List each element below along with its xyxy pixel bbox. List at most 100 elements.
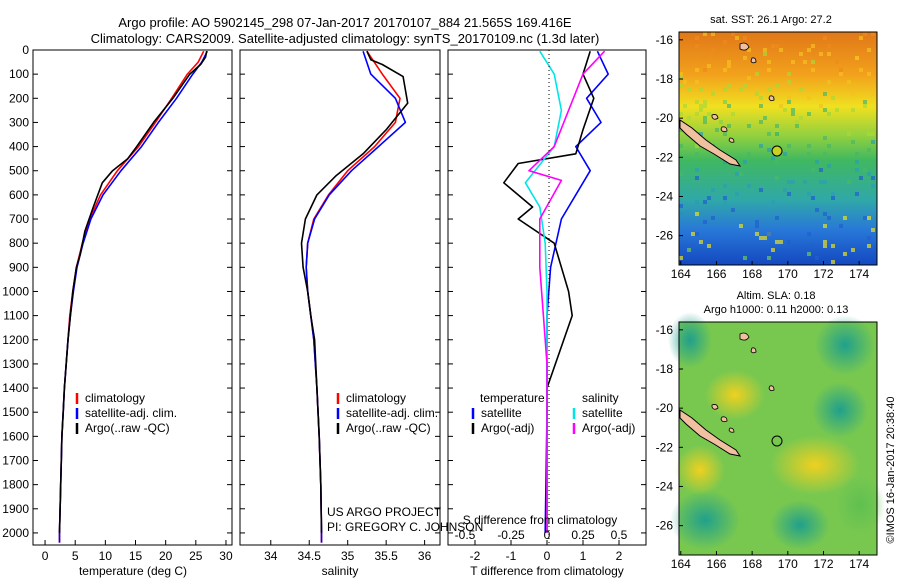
sst-pixel (715, 128, 719, 132)
sst-pixel (735, 36, 739, 40)
sst-pixel (799, 116, 803, 120)
sst-pixel (779, 240, 783, 244)
map-axis-ticks: 164 166 168 170 172 174 -16 -18 -20 -22 -24 -26 164 1… (656, 33, 870, 571)
sst-pixel (827, 44, 831, 48)
series-line-temperature-satellite (544, 50, 610, 533)
sst-pixel (763, 48, 767, 52)
sst-pixel (775, 128, 779, 132)
depth-tick-label: 1900 (2, 502, 29, 516)
sst-pixel (711, 32, 715, 36)
sst-pixel (831, 196, 835, 200)
sst-pixel (871, 228, 875, 232)
sst-pixel (771, 156, 775, 160)
temperature-legend: climatology satellite-adj. clim. Argo(..… (75, 391, 177, 435)
x-tick-label: -2 (470, 549, 481, 563)
sst-pixel (775, 216, 779, 220)
legend-t-argo: Argo(-adj) (481, 421, 534, 435)
sst-pixel (787, 192, 791, 196)
sst-pixel (803, 60, 807, 64)
s-difference-tick-label: -0.5 (455, 528, 476, 542)
sst-pixel (787, 96, 791, 100)
sst-pixel (823, 108, 827, 112)
sst-pixel (679, 84, 683, 88)
sst-pixel (699, 88, 703, 92)
sst-pixel (699, 132, 703, 136)
sst-pixel (695, 212, 699, 216)
legend-satellite: satellite-adj. clim. (346, 406, 438, 420)
depth-tick-label: 200 (9, 91, 29, 105)
s-difference-tick-label: -0.25 (497, 528, 525, 542)
legend-salinity-title: salinity (582, 391, 619, 405)
sst-pixel (871, 176, 875, 180)
sst-pixel (775, 240, 779, 244)
legend-s-satellite: satellite (582, 406, 623, 420)
sst-pixel (807, 112, 811, 116)
sst-pixel (867, 236, 871, 240)
sla-high-anomaly (770, 435, 860, 495)
sst-pixel (747, 76, 751, 80)
depth-tick-label: 1600 (2, 429, 29, 443)
depth-tick-label: 800 (9, 236, 29, 250)
sst-pixel (679, 112, 683, 116)
imos-credit: ©IMOS 16-Jan-2017 20:38:40 (885, 397, 897, 544)
legend-argo: Argo(..raw -QC) (346, 421, 431, 435)
depth-tick-label: 500 (9, 164, 29, 178)
series-line-temperature-argo-adj- (502, 50, 595, 533)
sst-pixel (851, 108, 855, 112)
sst-pixel (743, 160, 747, 164)
depth-tick-label: 700 (9, 212, 29, 226)
sst-pixel (695, 168, 699, 172)
sst-pixel (779, 48, 783, 52)
legend-argo: Argo(..raw -QC) (85, 421, 170, 435)
sst-pixel (695, 152, 699, 156)
sst-pixel (755, 72, 759, 76)
sst-map (678, 31, 878, 266)
sst-map-frame (678, 31, 878, 266)
sst-pixel (703, 220, 707, 224)
sst-pixel (847, 180, 851, 184)
sst-pixel (815, 256, 819, 260)
sst-pixel (723, 68, 727, 72)
map-x-tick-label: 168 (742, 557, 762, 571)
temperature-series (58, 50, 209, 543)
sst-pixel (699, 104, 703, 108)
vanuatu-islands (711, 332, 775, 433)
sst-pixel (695, 80, 699, 84)
legend-satellite: satellite-adj. clim. (85, 406, 177, 420)
sst-pixel (819, 168, 823, 172)
depth-tick-label: 1400 (2, 381, 29, 395)
sst-pixel (847, 80, 851, 84)
sst-pixel (743, 84, 747, 88)
sst-pixel (787, 80, 791, 84)
sst-pixel (787, 100, 791, 104)
sst-pixel (847, 132, 851, 136)
sla-title-line1: Altim. SLA: 0.18 (737, 290, 816, 302)
sst-pixel (695, 100, 699, 104)
sst-pixel (807, 96, 811, 100)
sst-pixel (803, 180, 807, 184)
sst-pixel (787, 72, 791, 76)
depth-tick-label: 900 (9, 260, 29, 274)
sst-pixel (859, 36, 863, 40)
sst-pixel (867, 244, 871, 248)
sla-map (668, 312, 885, 556)
sst-pixel (783, 152, 787, 156)
sst-pixel (707, 196, 711, 200)
sst-pixel (727, 64, 731, 68)
sst-pixel (807, 252, 811, 256)
sst-pixel (739, 88, 743, 92)
legend-t-satellite: satellite (481, 406, 522, 420)
sst-pixel (867, 172, 871, 176)
sst-pixel (819, 104, 823, 108)
sst-pixel (851, 92, 855, 96)
sst-pixel (727, 172, 731, 176)
map-y-tick-label: -18 (656, 72, 674, 86)
sst-pixel (747, 124, 751, 128)
argo-profile-marker (771, 145, 783, 157)
sst-pixel (775, 44, 779, 48)
sst-pixel (723, 160, 727, 164)
map-x-tick-label: 170 (778, 267, 798, 281)
sst-pixel (735, 192, 739, 196)
sst-pixel (755, 92, 759, 96)
sst-pixel (811, 196, 815, 200)
